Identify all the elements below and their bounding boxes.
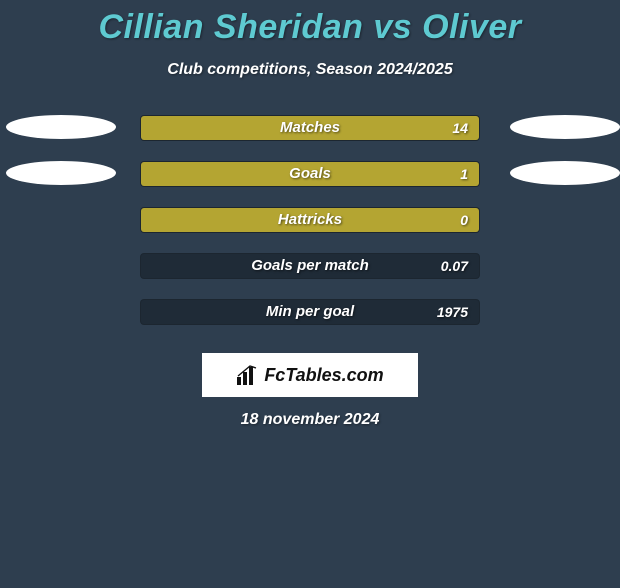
stat-bar bbox=[140, 115, 480, 141]
right-ellipse bbox=[510, 161, 620, 185]
subtitle: Club competitions, Season 2024/2025 bbox=[0, 61, 620, 79]
stat-row: Goals1 bbox=[0, 157, 620, 203]
date-label: 18 november 2024 bbox=[0, 411, 620, 429]
stat-bar-fill bbox=[141, 208, 479, 232]
left-ellipse bbox=[6, 115, 116, 139]
right-ellipse bbox=[510, 115, 620, 139]
stat-row: Hattricks0 bbox=[0, 203, 620, 249]
brand-text: FcTables.com bbox=[264, 365, 383, 386]
stat-bar-fill bbox=[141, 116, 479, 140]
stat-bar bbox=[140, 161, 480, 187]
stat-row: Goals per match0.07 bbox=[0, 249, 620, 295]
brand-bars-icon bbox=[236, 365, 260, 385]
stats-container: Matches14Goals1Hattricks0Goals per match… bbox=[0, 111, 620, 341]
page-title: Cillian Sheridan vs Oliver bbox=[0, 8, 620, 47]
brand-badge[interactable]: FcTables.com bbox=[202, 353, 418, 397]
stat-bar bbox=[140, 253, 480, 279]
stat-bar bbox=[140, 299, 480, 325]
stat-bar bbox=[140, 207, 480, 233]
stat-row: Min per goal1975 bbox=[0, 295, 620, 341]
stat-row: Matches14 bbox=[0, 111, 620, 157]
left-ellipse bbox=[6, 161, 116, 185]
stat-bar-fill bbox=[141, 162, 479, 186]
